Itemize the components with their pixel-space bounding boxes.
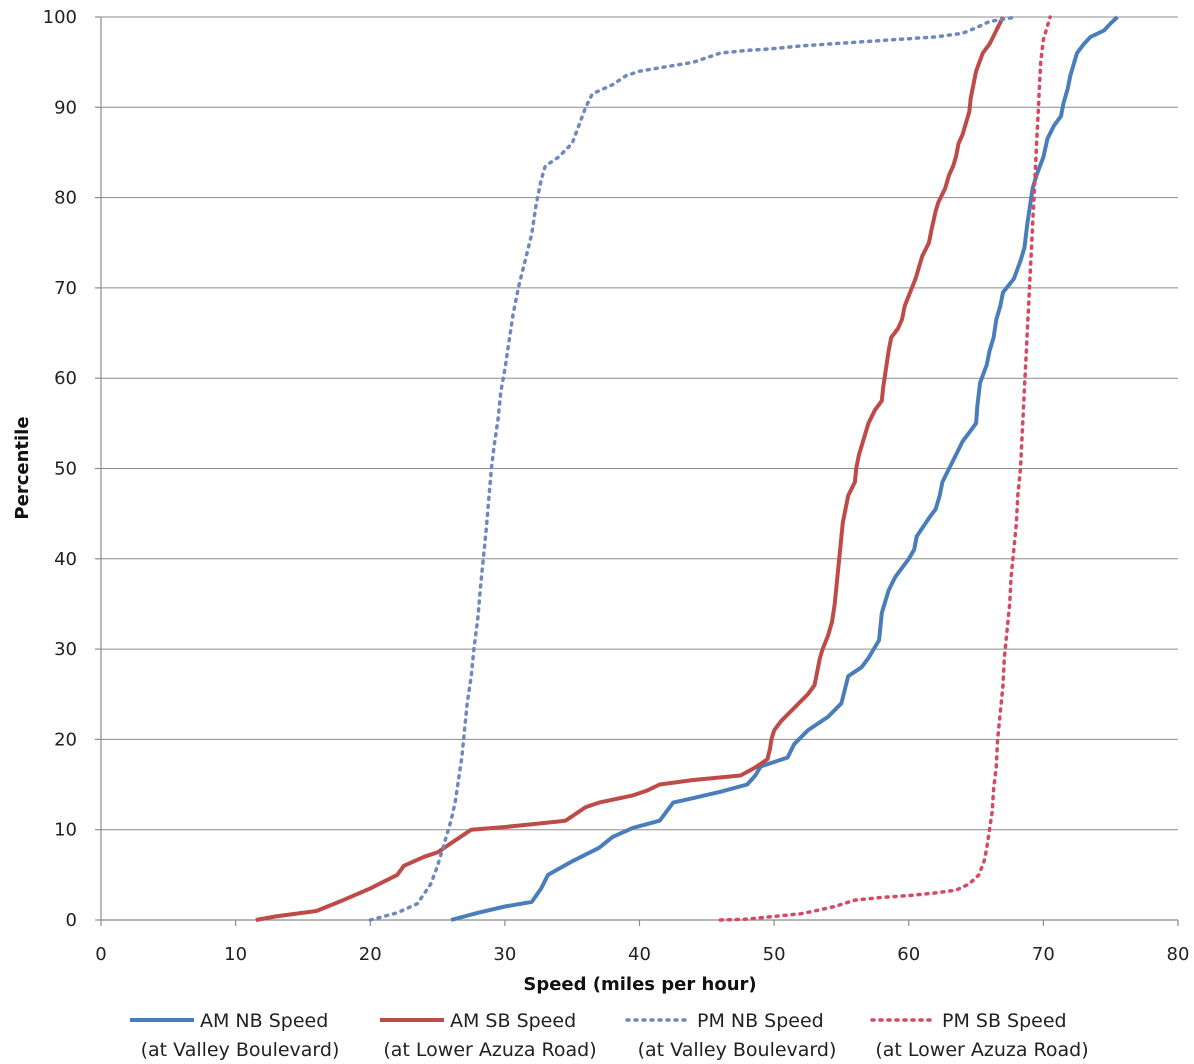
x-axis-title: Speed (miles per hour) xyxy=(523,974,756,995)
x-tick-label: 40 xyxy=(628,944,651,965)
y-tick-label: 60 xyxy=(54,368,77,389)
legend-series-name: AM NB Speed xyxy=(200,1010,328,1032)
legend-series-name: PM NB Speed xyxy=(697,1010,824,1032)
series-line-am-sb-speed xyxy=(255,16,1005,922)
x-tick-label: 60 xyxy=(897,944,920,965)
gridlines xyxy=(101,16,1178,831)
x-tick-label: 80 xyxy=(1167,944,1190,965)
series-lines xyxy=(255,15,1119,922)
series-line-pm-nb-speed xyxy=(368,15,1019,922)
series-line-pm-sb-speed xyxy=(718,15,1052,922)
legend-series-location: (at Valley Boulevard) xyxy=(141,1039,340,1061)
y-tick-label: 90 xyxy=(54,97,77,118)
x-tick-label: 10 xyxy=(224,944,247,965)
y-axis-title: Percentile xyxy=(12,416,33,519)
y-tick-label: 30 xyxy=(54,639,77,660)
legend-series-name: AM SB Speed xyxy=(450,1010,576,1032)
legend-item: PM SB Speed (at Lower Azuza Road) xyxy=(870,1010,1089,1061)
x-tick-label: 30 xyxy=(493,944,516,965)
legend-series-name: PM SB Speed xyxy=(942,1010,1067,1032)
legend-series-location: (at Valley Boulevard) xyxy=(638,1039,837,1061)
x-tick-label: 0 xyxy=(95,944,106,965)
y-tick-label: 10 xyxy=(54,820,77,841)
series-line-am-nb-speed xyxy=(450,15,1119,922)
x-tick-label: 70 xyxy=(1032,944,1055,965)
legend-item: AM SB Speed (at Lower Azuza Road) xyxy=(380,1010,597,1061)
y-tick-label: 50 xyxy=(54,459,77,480)
legend-item: PM NB Speed (at Valley Boulevard) xyxy=(625,1010,837,1061)
legend: AM NB Speed (at Valley Boulevard) AM SB Sp… xyxy=(130,1010,1089,1061)
axes: 0 10 20 30 40 50 60 70 80 90 100 0 10 20 30 40 50 60 70 80 xyxy=(43,7,1190,965)
legend-series-location: (at Lower Azuza Road) xyxy=(383,1039,596,1061)
x-tick-label: 50 xyxy=(763,944,786,965)
y-tick-label: 80 xyxy=(54,188,77,209)
legend-series-location: (at Lower Azuza Road) xyxy=(875,1039,1088,1061)
legend-item: AM NB Speed (at Valley Boulevard) xyxy=(130,1010,339,1061)
y-tick-label: 100 xyxy=(43,7,77,28)
y-tick-label: 0 xyxy=(66,910,77,931)
y-tick-label: 70 xyxy=(54,278,77,299)
x-tick-label: 20 xyxy=(359,944,382,965)
y-tick-label: 20 xyxy=(54,729,77,750)
y-tick-label: 40 xyxy=(54,549,77,570)
